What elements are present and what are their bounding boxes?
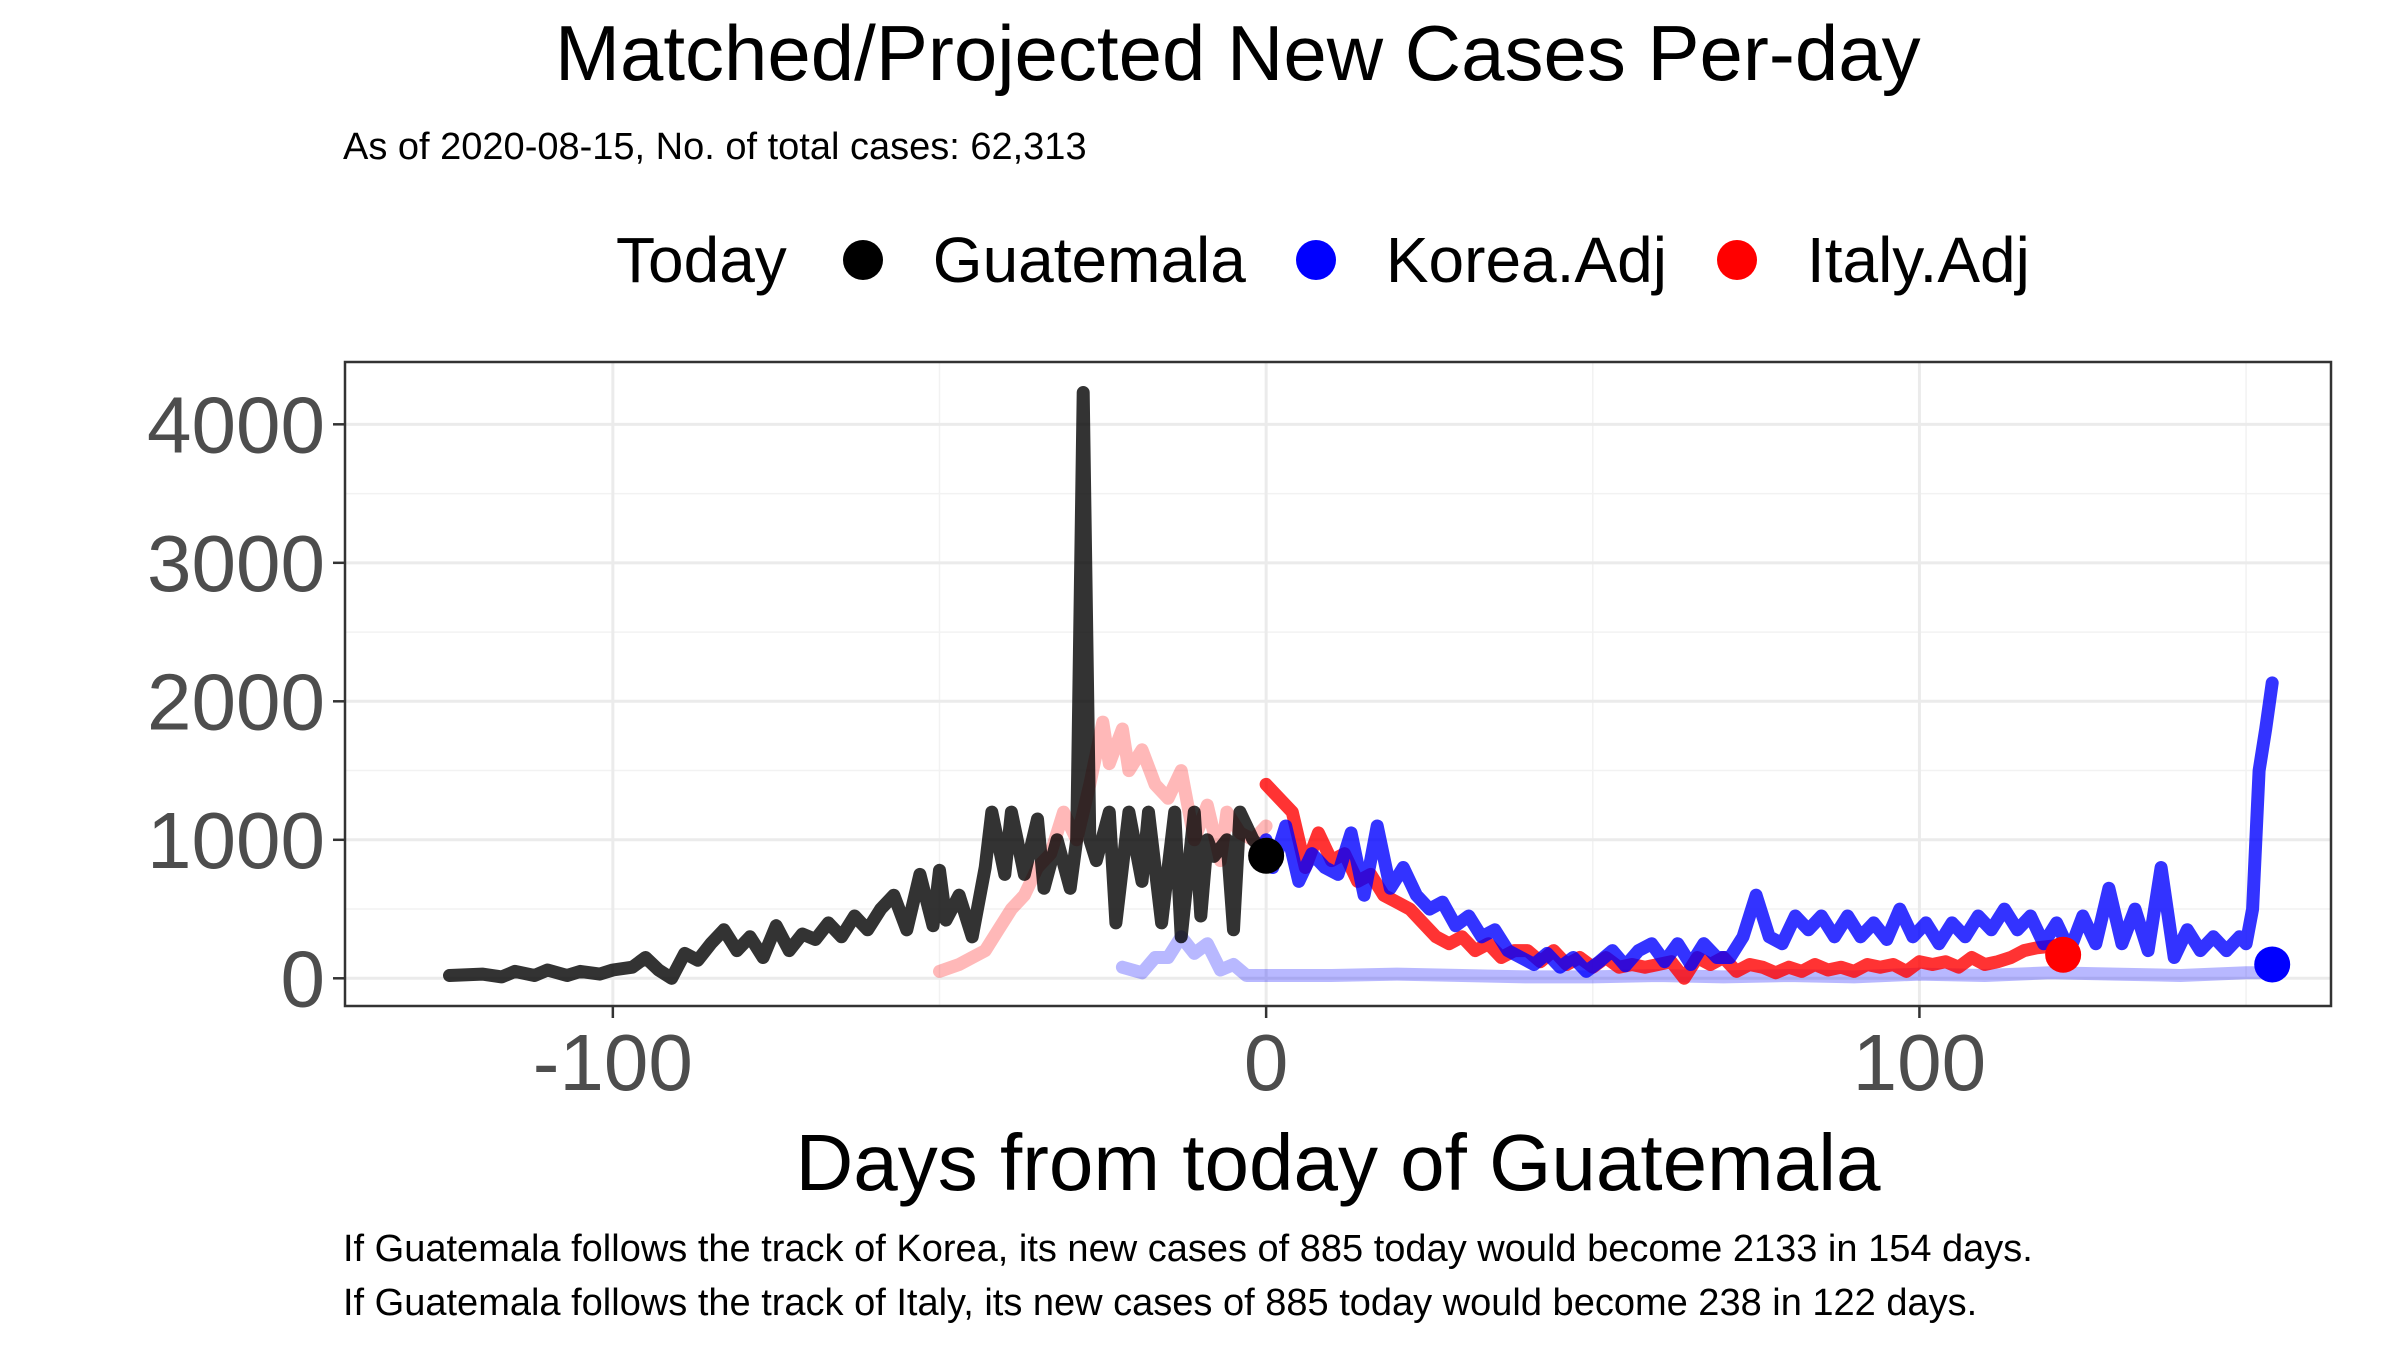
legend-label-korea: Korea.Adj xyxy=(1385,224,1667,296)
legend-dot-italy xyxy=(1716,240,1757,280)
legend-label-guatemala: Guatemala xyxy=(932,224,1246,296)
y-tick-label: 1000 xyxy=(147,796,325,885)
series-line-korea-adj xyxy=(1259,676,2279,978)
y-tick-label: 3000 xyxy=(147,519,325,608)
legend-item-italy: Italy.Adj xyxy=(1716,223,2030,297)
legend: Today Guatemala Korea.Adj Italy.Adj xyxy=(616,220,2080,300)
y-tick-label: 4000 xyxy=(147,380,325,469)
minor-gridlines xyxy=(345,362,2331,1006)
y-tick-label: 2000 xyxy=(147,657,325,746)
x-axis-label: Days from today of Guatemala xyxy=(796,1118,1881,1207)
caption-italy: If Guatemala follows the track of Italy,… xyxy=(343,1282,1978,1324)
legend-item-korea: Korea.Adj xyxy=(1295,223,1667,297)
series-line-italy-adj-matched xyxy=(933,715,1273,978)
legend-label-italy: Italy.Adj xyxy=(1806,224,2030,296)
y-tick-label: 0 xyxy=(281,934,326,1023)
series-layer xyxy=(443,386,2279,985)
today-point-korea-adj xyxy=(2254,946,2291,983)
chart-subtitle: As of 2020-08-15, No. of total cases: 62… xyxy=(343,126,1087,168)
x-tick-label: -100 xyxy=(533,1018,693,1107)
today-point-italy-adj xyxy=(2045,936,2082,973)
chart-title: Matched/Projected New Cases Per-day xyxy=(555,9,1921,97)
legend-dot-korea xyxy=(1295,240,1336,280)
x-tick-label: 0 xyxy=(1244,1018,1289,1107)
legend-item-guatemala: Guatemala xyxy=(842,223,1246,297)
series-line-korea-adj-matched xyxy=(1115,930,2279,984)
x-tick-label: 100 xyxy=(1853,1018,1986,1107)
legend-dot-guatemala xyxy=(842,240,883,280)
legend-title: Today xyxy=(616,224,787,296)
today-points xyxy=(1248,837,2291,983)
plot-panel-border xyxy=(343,360,2333,1008)
today-point-guatemala xyxy=(1248,837,1285,874)
series-line-guatemala xyxy=(443,386,1273,985)
caption-korea: If Guatemala follows the track of Korea,… xyxy=(343,1228,2033,1270)
